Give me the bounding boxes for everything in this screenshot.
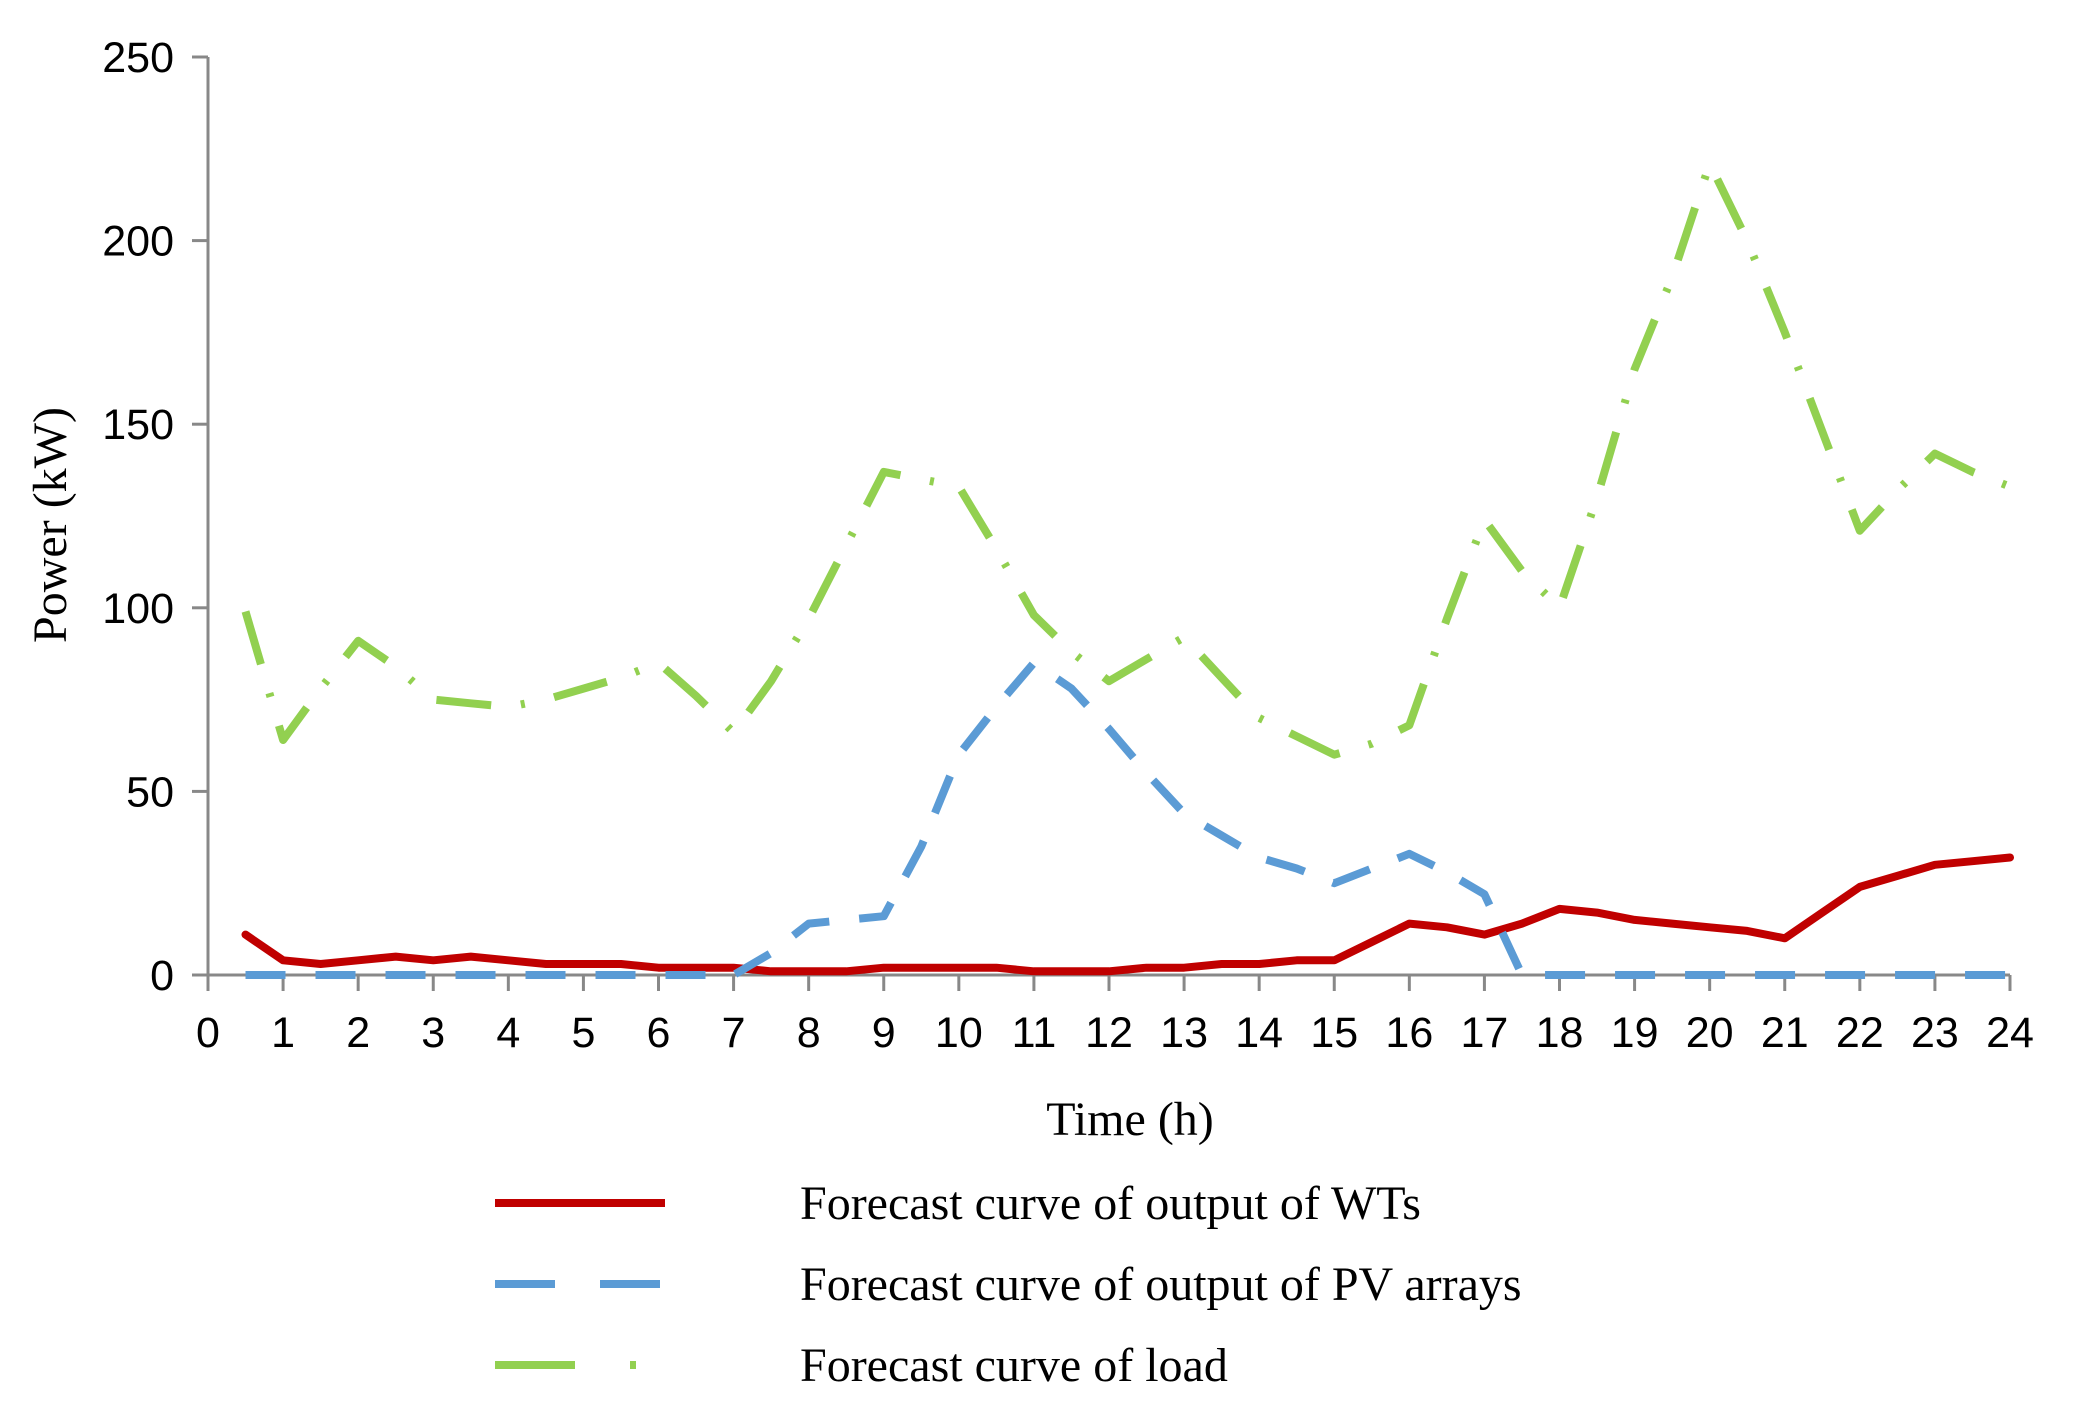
- y-axis-label: Power (kW): [24, 407, 77, 643]
- x-tick-label: 23: [1911, 1009, 1959, 1057]
- x-tick-label: 18: [1536, 1009, 1584, 1057]
- legend-label: Forecast curve of output of WTs: [800, 1177, 1421, 1230]
- series-line: [241, 853, 2014, 976]
- y-tick-label: 200: [102, 218, 174, 266]
- x-tick-label: 16: [1385, 1009, 1433, 1057]
- x-tick-label: 14: [1235, 1009, 1283, 1057]
- x-tick-label: 21: [1761, 1009, 1809, 1057]
- x-tick-label: 5: [571, 1009, 595, 1057]
- x-tick-label: 3: [421, 1009, 445, 1057]
- y-tick-label: 100: [102, 585, 174, 633]
- x-tick-label: 10: [935, 1009, 983, 1057]
- x-tick-label: 8: [797, 1009, 821, 1057]
- series-layer: [241, 159, 2014, 979]
- y-tick-label: 0: [150, 952, 174, 1000]
- x-tick-label: 0: [196, 1009, 220, 1057]
- x-tick-label: 17: [1460, 1009, 1508, 1057]
- legend-label: Forecast curve of output of PV arrays: [800, 1258, 1522, 1311]
- x-tick-label: 11: [1012, 1009, 1057, 1057]
- x-tick-label: 24: [1986, 1009, 2034, 1057]
- x-tick-label: 2: [346, 1009, 370, 1057]
- x-tick-label: 19: [1611, 1009, 1659, 1057]
- series-line: [241, 159, 2012, 759]
- legend-label: Forecast curve of load: [800, 1339, 1228, 1392]
- series-line: [245, 658, 2010, 979]
- x-tick-label: 15: [1310, 1009, 1358, 1057]
- y-tick-label: 50: [126, 768, 174, 816]
- x-tick-label: 9: [872, 1009, 896, 1057]
- y-tick-label: 150: [102, 401, 174, 449]
- x-tick-label: 1: [271, 1009, 295, 1057]
- y-tick-label: 250: [102, 34, 174, 82]
- series-3: [241, 159, 2012, 759]
- x-tick-label: 7: [722, 1009, 746, 1057]
- x-tick-label: 6: [647, 1009, 671, 1057]
- x-tick-label: 13: [1160, 1009, 1208, 1057]
- legend-item: Forecast curve of load: [495, 1339, 1228, 1392]
- legend: Forecast curve of output of WTs Forecast …: [495, 1177, 1522, 1392]
- series-1: [241, 853, 2014, 976]
- legend-item: Forecast curve of output of WTs: [495, 1177, 1421, 1230]
- x-tick-label: 22: [1836, 1009, 1884, 1057]
- x-tick-label: 4: [496, 1009, 520, 1057]
- legend-item: Forecast curve of output of PV arrays: [495, 1258, 1522, 1311]
- x-tick-label: 20: [1686, 1009, 1734, 1057]
- x-tick-label: 12: [1085, 1009, 1133, 1057]
- series-2: [245, 658, 2010, 979]
- x-axis-label: Time (h): [1046, 1093, 1214, 1146]
